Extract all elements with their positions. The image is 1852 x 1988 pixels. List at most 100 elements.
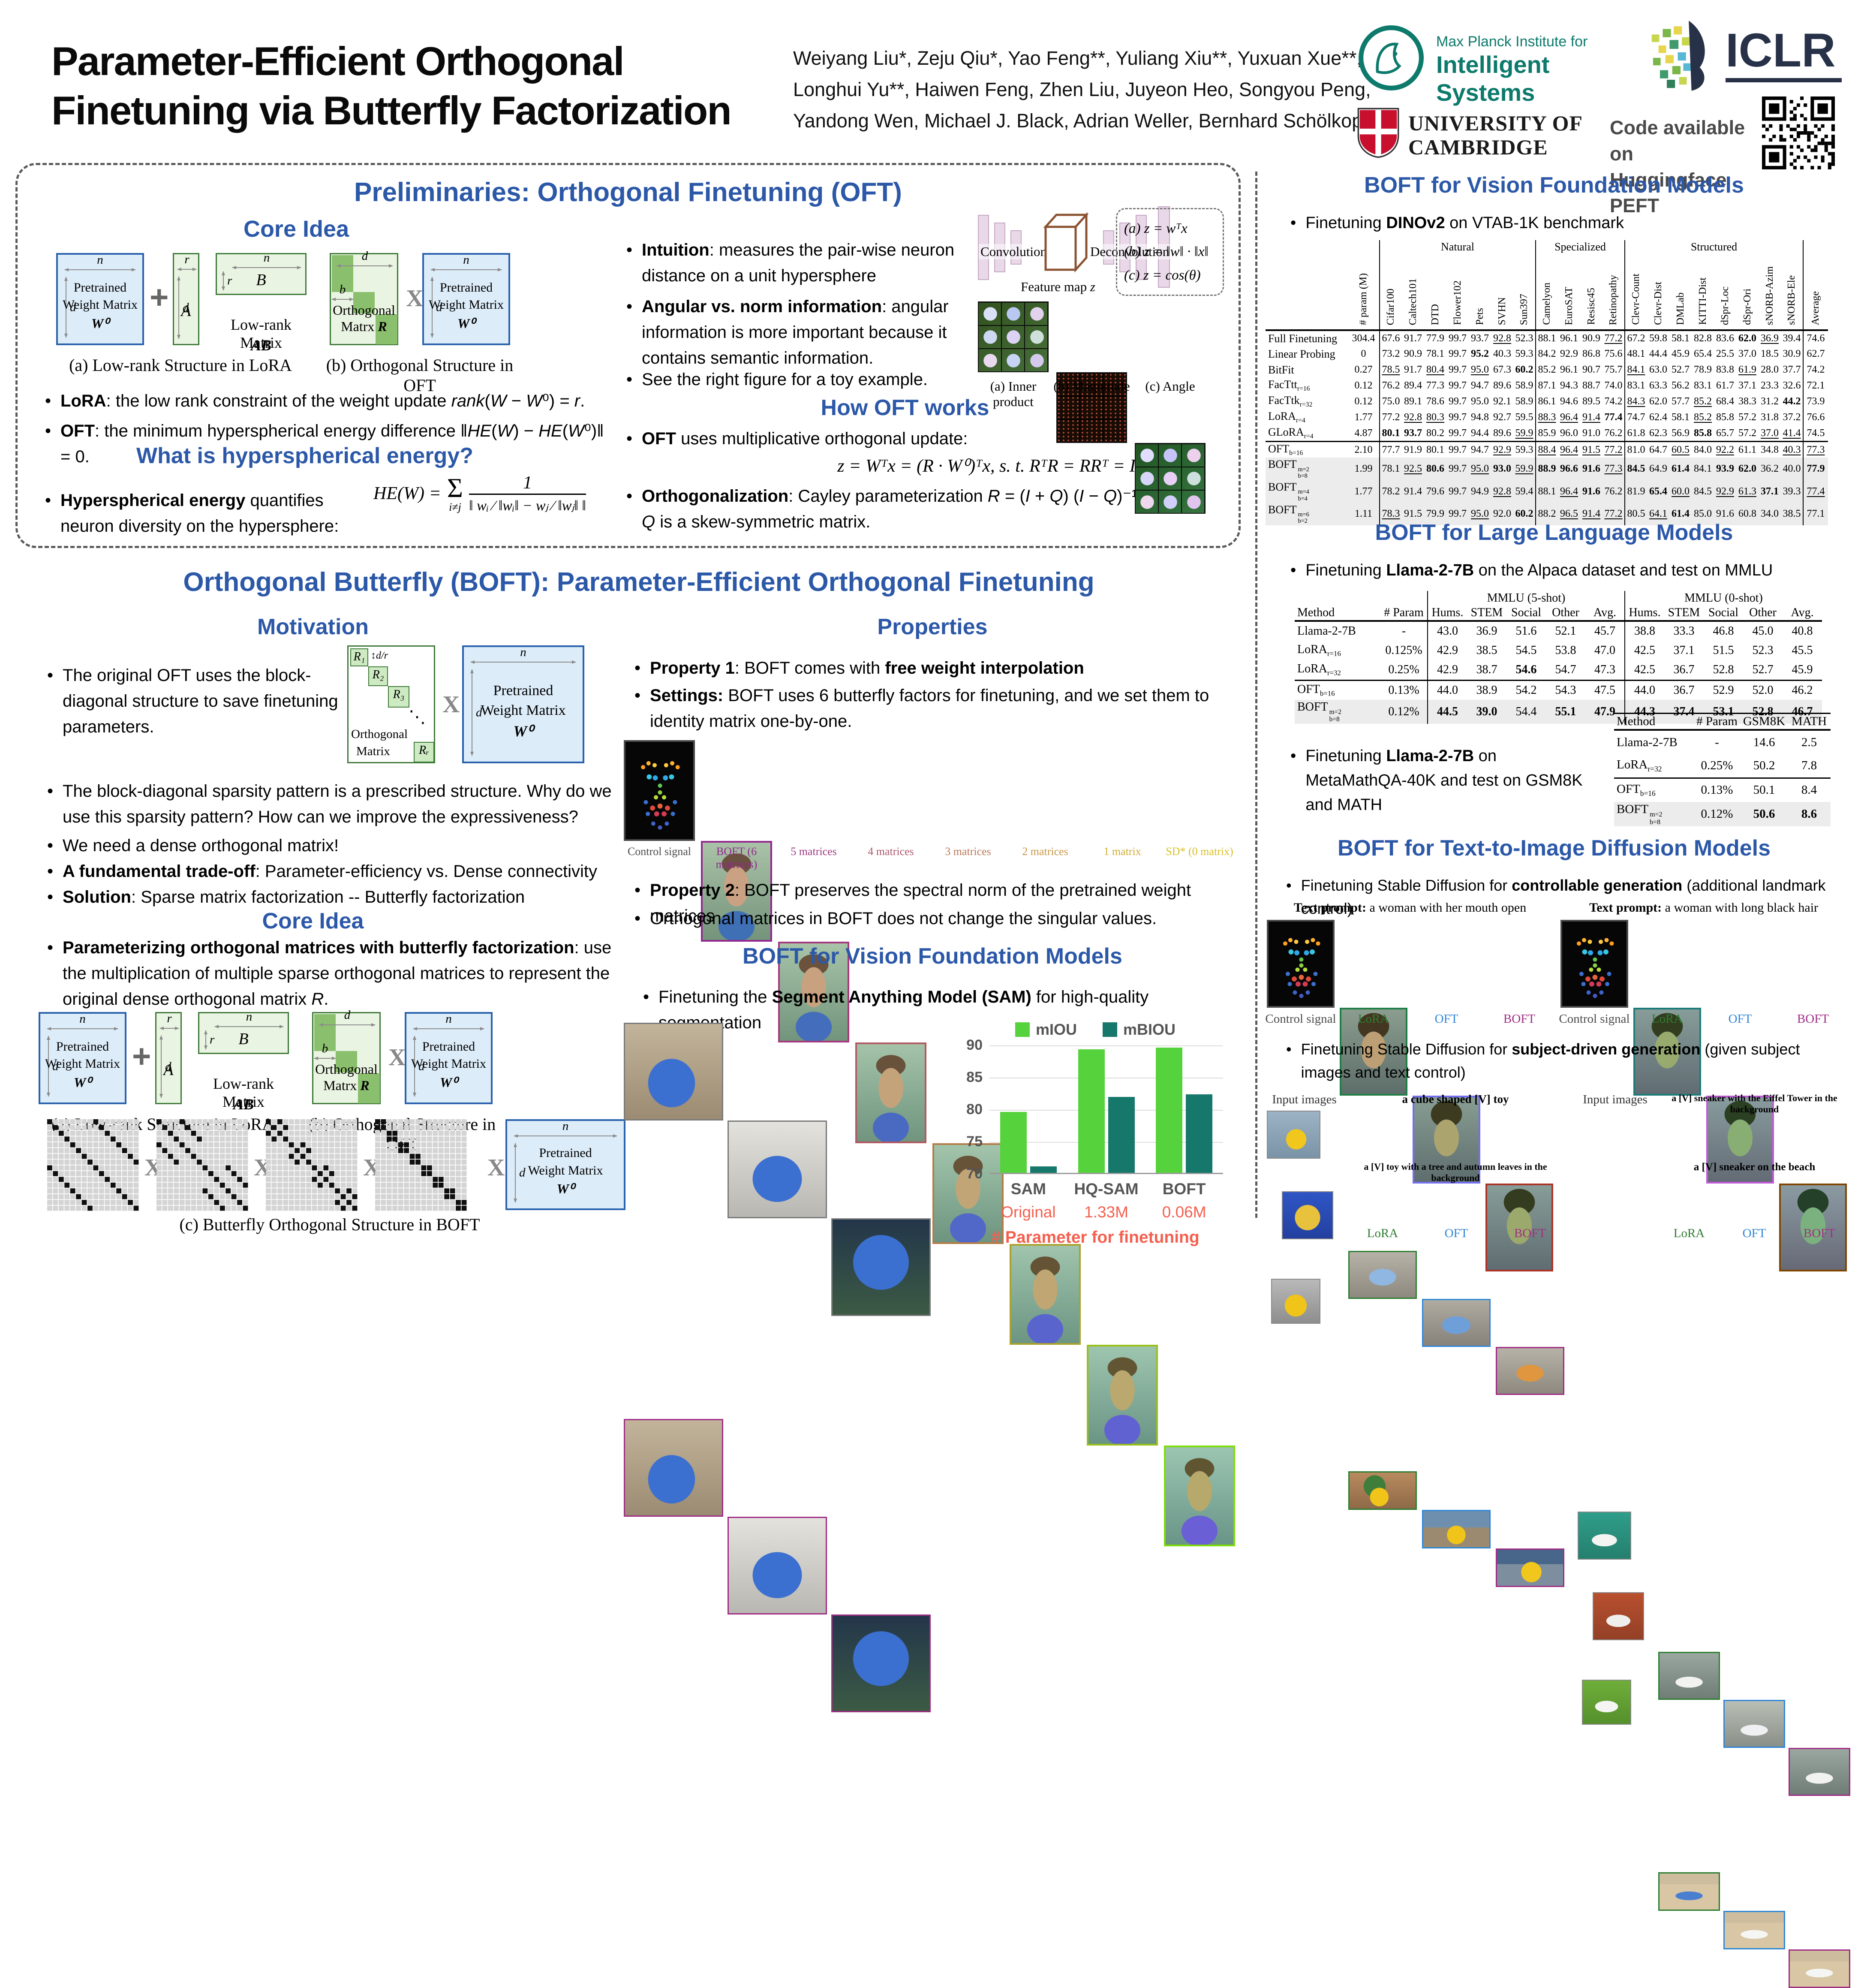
table-header-row: # param (M) Cifar100 Caltech101 DTD Flower10… bbox=[1266, 254, 1828, 331]
angle-grid bbox=[1135, 443, 1206, 514]
generated-image bbox=[1723, 1911, 1785, 1949]
caption-oft: (b) Orthogonal Structure in OFT bbox=[326, 355, 514, 395]
core-idea-heading-2: Core Idea bbox=[262, 909, 364, 934]
table-header-row: Method # Param GSM8K MATH bbox=[1614, 713, 1831, 731]
motivation-bullet-4: • A fundamental trade-off: Parameter-effi… bbox=[47, 862, 598, 881]
interpolation-image bbox=[1164, 1446, 1235, 1546]
table-row: Llama-2-7B -14.6 2.5 bbox=[1617, 735, 1817, 749]
similarity-equations-box: (a) z = wᵀx (b) z = ‖w‖ · ‖x‖ (c) z = co… bbox=[1116, 208, 1224, 296]
qr-code bbox=[1762, 96, 1835, 169]
butterfly-factor-matrix bbox=[375, 1119, 467, 1214]
chart-legend: mIOU mBIOU bbox=[956, 1021, 1235, 1039]
matrix-B: n r B bbox=[216, 251, 307, 295]
matrix-label: W⁰ bbox=[457, 315, 475, 331]
authors-line3: Yandong Wen, Michael J. Black, Adrian We… bbox=[793, 109, 1368, 132]
dimension-arrow: r bbox=[159, 1012, 179, 1030]
interpolation-label: Control signal bbox=[627, 845, 691, 858]
header: Parameter-Efficient Orthogonal Finetunin… bbox=[0, 0, 1852, 217]
table-row: OFTb=16 0.13% 50.1 8.4 bbox=[1617, 782, 1817, 798]
pretrained-weight-matrix: n d Pretrained Weight Matrix W⁰ bbox=[405, 1012, 493, 1104]
generated-image bbox=[1789, 1949, 1850, 1988]
legend-label: mBIOU bbox=[1123, 1021, 1176, 1038]
dimension-arrow: r bbox=[204, 1030, 214, 1050]
hyperspherical-energy-formula: HE(W) = Σ i≠j 1 ‖ wᵢ ⁄ ‖wᵢ‖ − wⱼ ⁄ ‖wⱼ‖ … bbox=[373, 472, 622, 515]
chart-bar bbox=[1108, 1097, 1135, 1173]
dimension-label: r bbox=[210, 1033, 215, 1047]
feature-map-label: Feature map z bbox=[1021, 279, 1095, 294]
generated-image bbox=[1496, 1347, 1564, 1395]
table-group-row: Natural Specialized Structured bbox=[1266, 240, 1828, 254]
dimension-label: d bbox=[165, 1060, 171, 1073]
dimension-label: n bbox=[263, 251, 270, 265]
butterfly-factor-matrix bbox=[47, 1119, 139, 1214]
pretrained-weight-matrix: n d Pretrained Weight Matrix W⁰ bbox=[39, 1012, 126, 1104]
dimension-arrow: n bbox=[470, 645, 576, 664]
dimension-arrow: r bbox=[177, 253, 197, 271]
interpolation-image bbox=[1010, 1244, 1081, 1345]
param-count-label: Original bbox=[1001, 1203, 1056, 1221]
method-label: OFT bbox=[1434, 1012, 1458, 1026]
dimension-label: n bbox=[463, 253, 469, 267]
subject-caption: a cube shaped [V] toy bbox=[1402, 1093, 1509, 1105]
dimension-label: d bbox=[70, 300, 76, 314]
interpolation-label: SD* (0 matrix) bbox=[1166, 845, 1233, 858]
diag-block bbox=[332, 255, 353, 292]
equation-c: (c) z = cos(θ) bbox=[1124, 267, 1201, 283]
dimension-label: n bbox=[445, 1012, 452, 1026]
matrix-label: Pretrained bbox=[56, 1039, 109, 1054]
segmentation-example bbox=[831, 1614, 931, 1712]
mpi-name-top: Max Planck Institute for bbox=[1436, 33, 1588, 50]
x-category-label: SAM bbox=[1010, 1180, 1046, 1198]
dimension-label: b bbox=[322, 1042, 328, 1055]
dimension-arrow: d bbox=[413, 1036, 425, 1097]
segmentation-example bbox=[728, 1517, 827, 1614]
input-images-label: Input images bbox=[1272, 1093, 1337, 1106]
matrix-label: W⁰ bbox=[439, 1074, 458, 1090]
y-tick-label: 85 bbox=[966, 1069, 983, 1085]
butterfly-factor-matrix bbox=[156, 1119, 249, 1214]
input-image bbox=[1271, 1279, 1320, 1324]
input-image bbox=[1578, 1512, 1631, 1560]
authors: Weiyang Liu*, Zeju Qiu*, Yao Feng**, Yul… bbox=[793, 43, 1371, 137]
block-label: R₃ bbox=[393, 688, 405, 701]
matrix-label: Orthogonal bbox=[315, 1061, 378, 1077]
chart-gridline bbox=[989, 1110, 1223, 1111]
plus-sign: + bbox=[132, 1038, 151, 1075]
dimension-label: d bbox=[436, 300, 442, 314]
sam-bar-chart: mIOU mBIOU 70 75 80 85 90 SAM Original HQ-SAM 1.33… bbox=[956, 1021, 1235, 1247]
feature-map-box bbox=[1043, 212, 1088, 273]
sam-segmentation-examples bbox=[624, 1023, 937, 1712]
matrix-label: Weight Matrix bbox=[411, 1057, 487, 1071]
matrix-label: B bbox=[256, 271, 266, 289]
generated-image bbox=[1789, 1748, 1850, 1796]
table-row: BitFit 0.27 78.5 91.7 80.4 99.7 95.0 67.3 60.2 85… bbox=[1266, 362, 1828, 378]
matrix-label: Matrix bbox=[356, 744, 390, 758]
input-image bbox=[1282, 1191, 1333, 1239]
times-sign: X bbox=[487, 1154, 505, 1181]
matrix-label: Pretrained bbox=[73, 280, 127, 295]
magnitude-caption: (b) Magnitude bbox=[1053, 379, 1130, 394]
interpolation-label: 5 matrices bbox=[791, 845, 837, 858]
generated-image bbox=[1723, 1700, 1785, 1748]
equation-a: (a) z = wᵀx bbox=[1124, 221, 1188, 236]
dimension-arrow: d bbox=[177, 276, 189, 339]
code-availability: Code available on Huggingface PEFT bbox=[1610, 115, 1756, 219]
generated-image bbox=[1348, 1471, 1417, 1510]
x-category-label: BOFT bbox=[1162, 1180, 1206, 1198]
generated-image bbox=[1340, 1008, 1407, 1096]
method-label: OFT bbox=[1444, 1226, 1468, 1240]
dimension-label: d bbox=[344, 1008, 351, 1022]
subject-caption: a [V] toy with a tree and autumn leaves … bbox=[1364, 1161, 1547, 1184]
preliminaries-heading: Preliminaries: Orthogonal Finetuning (OF… bbox=[354, 178, 902, 207]
dim-label: ↕d/r bbox=[371, 650, 388, 661]
table-row: Full Finetuning 304.4 67.6 91.7 77.9 99.7 93.7… bbox=[1266, 330, 1828, 346]
matrix-label: B bbox=[238, 1030, 249, 1048]
diag-block bbox=[314, 1014, 336, 1051]
code-line1: Code available on bbox=[1610, 117, 1745, 165]
table-row: LoRAr=32 0.25% 42.9 38.7 54.6 54.7 47.3 42.5 36.… bbox=[1295, 660, 1822, 681]
oft-update-bullet: • OFT uses multiplicative orthogonal upda… bbox=[626, 429, 968, 448]
oft-definition-bullet: • OFT: the minimum hyperspherical energy … bbox=[45, 418, 615, 470]
times-sign: X bbox=[388, 1044, 406, 1071]
x-axis-title: # Parameter for finetuning bbox=[991, 1228, 1200, 1247]
